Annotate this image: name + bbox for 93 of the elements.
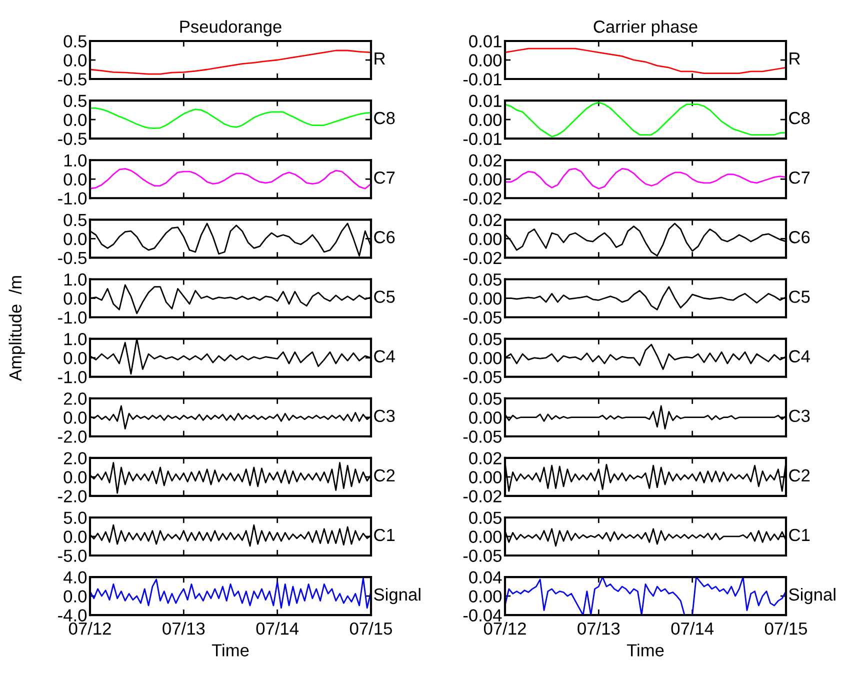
- y-tick-label: 0.00: [469, 590, 502, 602]
- y-tick-label: -2.0: [58, 490, 87, 502]
- y-tick-label: 0.02: [469, 214, 502, 226]
- x-tick-label: 07/13: [162, 622, 205, 635]
- y-tick-label: -1.0: [58, 192, 87, 205]
- y-tick-label: -0.02: [463, 192, 502, 205]
- series-label: C8: [789, 112, 810, 124]
- y-tick-label: 0.0: [64, 232, 87, 246]
- y-tick-label: 0.0: [64, 114, 87, 126]
- legend-label: C2: [374, 469, 395, 482]
- y-tick-label: -1.0: [58, 311, 87, 324]
- x-tick-label: 07/14: [256, 622, 299, 635]
- y-tick-label: 0.00: [469, 530, 502, 543]
- x-tick-label: 07/13: [578, 622, 620, 635]
- y-tick-label: -0.04: [463, 609, 502, 622]
- chart-title: Carrier phase: [594, 20, 698, 36]
- y-tick-label: 0.00: [469, 352, 502, 364]
- series-label: C8: [374, 112, 395, 124]
- y-tick-label: 0.05: [469, 392, 502, 405]
- y-tick-label: 0.00: [469, 114, 502, 126]
- y-tick-label: 0.5: [64, 214, 86, 226]
- series-label: C7: [789, 171, 810, 184]
- series-label: Signal: [789, 588, 836, 604]
- y-tick-label: -0.05: [463, 370, 502, 384]
- series-label: C7: [374, 171, 395, 184]
- legend-label: C6: [789, 231, 810, 244]
- legend-label: C4: [374, 350, 395, 362]
- y-tick-label: 0.01: [469, 35, 502, 48]
- y-tick-label: -1.0: [58, 370, 87, 384]
- y-tick-label: -0.02: [463, 490, 502, 502]
- y-tick-label: -0.05: [463, 311, 502, 324]
- y-tick-label: 0.05: [469, 273, 502, 286]
- chart-title: Pseudorange: [180, 20, 282, 36]
- y-tick-label: 0.00: [469, 412, 502, 424]
- legend-label: C5: [789, 290, 810, 303]
- y-tick-label: 0.0: [64, 471, 87, 484]
- x-tick-label: 07/15: [350, 622, 392, 635]
- y-tick-label: 1.0: [64, 273, 87, 286]
- y-axis-title: Amplitude /m: [8, 276, 25, 382]
- series-label: C1: [789, 528, 810, 542]
- y-tick-label: 0.01: [469, 94, 502, 108]
- series-label: R: [790, 52, 800, 64]
- series-label: R: [374, 52, 385, 64]
- y-tick-label: -2.0: [58, 430, 87, 443]
- y-tick-label: 0.0: [64, 590, 87, 602]
- y-tick-label: 0.05: [469, 332, 502, 346]
- y-tick-label: 2.0: [64, 392, 87, 405]
- x-axis-title: Time: [626, 644, 664, 656]
- legend-label: C6: [374, 231, 395, 244]
- y-tick-label: 0.02: [469, 154, 502, 167]
- y-tick-label: 1.0: [64, 332, 87, 346]
- x-tick-label: 07/15: [764, 622, 807, 635]
- x-tick-label: 07/12: [484, 622, 526, 635]
- y-tick-label: 0.0: [64, 292, 87, 305]
- y-tick-label: -4.0: [58, 609, 87, 622]
- y-tick-label: -0.01: [463, 132, 502, 146]
- legend-label: C4: [789, 350, 810, 362]
- y-tick-label: 0.00: [469, 54, 502, 66]
- text: C5: [374, 290, 395, 303]
- series-label: C1: [374, 528, 395, 542]
- y-tick-label: 0.05: [469, 512, 502, 524]
- y-tick-label: -0.5: [58, 252, 86, 264]
- y-tick-label: -0.01: [463, 73, 502, 86]
- y-tick-label: 5.0: [64, 512, 87, 524]
- y-tick-label: 0.0: [64, 173, 87, 186]
- y-tick-label: 0.00: [469, 232, 502, 246]
- y-tick-label: 0.0: [64, 352, 87, 364]
- y-tick-label: 0.02: [469, 452, 502, 464]
- series-label: C3: [374, 410, 395, 422]
- y-tick-label: -5.0: [58, 550, 87, 562]
- x-tick-label: 07/12: [68, 622, 111, 635]
- y-tick-label: 0.0: [64, 412, 87, 424]
- y-tick-label: 1.0: [64, 154, 87, 167]
- series-label: C3: [789, 410, 810, 422]
- series-label: Signal: [374, 588, 420, 604]
- y-tick-label: 0.00: [469, 471, 502, 484]
- y-tick-label: 0.04: [469, 571, 502, 584]
- y-tick-label: 0.00: [469, 173, 502, 186]
- y-tick-label: -0.05: [463, 550, 502, 562]
- y-tick-label: 0.00: [469, 292, 502, 305]
- x-tick-label: 07/14: [671, 622, 714, 635]
- legend-label: C2: [789, 469, 810, 482]
- y-tick-label: 0.0: [64, 54, 87, 66]
- y-tick-label: 0.5: [64, 35, 86, 48]
- y-tick-label: -0.02: [463, 252, 502, 264]
- y-tick-label: 4.0: [63, 571, 87, 584]
- y-tick-label: 0.5: [64, 94, 86, 108]
- y-tick-label: -0.5: [58, 73, 86, 86]
- y-tick-label: -0.5: [58, 132, 86, 146]
- y-tick-label: 2.0: [64, 452, 87, 464]
- y-tick-label: 0.0: [64, 530, 87, 543]
- y-tick-label: -0.05: [463, 430, 502, 443]
- x-axis-title: Time: [212, 644, 249, 656]
